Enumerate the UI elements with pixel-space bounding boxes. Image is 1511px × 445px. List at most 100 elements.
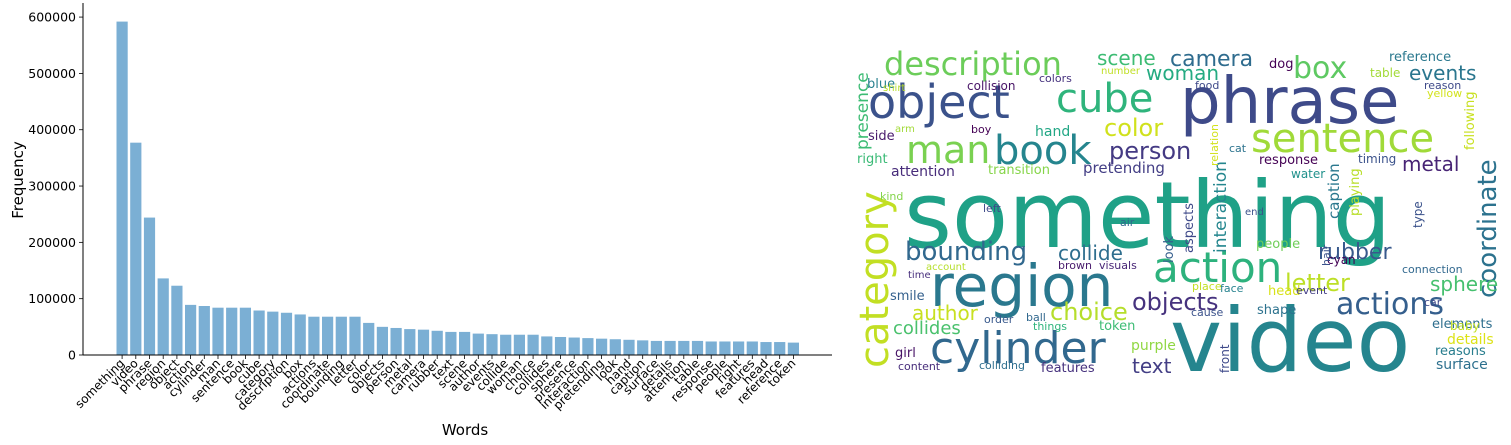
- bar-object: [171, 285, 183, 355]
- cloud-word-camera: camera: [1170, 47, 1253, 72]
- cloud-word-woman: woman: [1146, 61, 1219, 85]
- cloud-word-description: description: [884, 45, 1062, 83]
- bar-pretending: [596, 338, 608, 355]
- bar-chart: 0 100000 200000 300000 400000 500000 600000 so…: [9, 3, 832, 439]
- bar-table: [691, 340, 704, 355]
- cloud-word-food: food: [1195, 79, 1219, 92]
- cloud-word-ball: ball: [1026, 311, 1046, 324]
- cloud-word-object: object: [868, 75, 1010, 129]
- bar-metal: [404, 329, 416, 355]
- y-axis-ticks: 0 100000 200000 300000 400000 500000 600000: [28, 10, 83, 363]
- bar-actions: [308, 316, 320, 355]
- cloud-word-man: man: [906, 128, 990, 172]
- cloud-word-caption: caption: [1325, 163, 1343, 219]
- bar-series: [116, 21, 799, 355]
- cloud-word-text: text: [1132, 354, 1172, 378]
- cloud-word-collide: collide: [1058, 241, 1123, 265]
- bar-rubber: [431, 330, 443, 355]
- bar-attention: [678, 340, 690, 355]
- cloud-word-visuals: visuals: [1099, 259, 1137, 272]
- cloud-word-letter: letter: [1285, 269, 1350, 297]
- cloud-word-elements: elements: [1432, 317, 1493, 332]
- cloud-word-objects: objects: [1132, 288, 1218, 316]
- bar-interaction: [582, 338, 594, 355]
- cloud-word-face: face: [1220, 282, 1244, 295]
- cloud-word-relation: relation: [1208, 124, 1221, 166]
- cloud-word-head: head: [1268, 284, 1300, 299]
- bar-coordinate: [322, 316, 334, 355]
- bar-sphere: [554, 336, 567, 355]
- bar-details: [664, 340, 676, 355]
- y-tick-label: 500000: [28, 66, 76, 81]
- cloud-word-type: type: [1411, 201, 1425, 228]
- cloud-word-blue: blue: [867, 77, 895, 92]
- bar-people: [719, 341, 731, 355]
- cloud-word-event: event: [1296, 284, 1328, 297]
- bar-woman: [513, 334, 525, 355]
- cloud-word-sphere: sphere: [1430, 272, 1498, 296]
- bar-events: [486, 334, 498, 355]
- bar-look: [609, 339, 621, 355]
- cloud-word-timing: timing: [1358, 152, 1396, 166]
- cloud-word-cause: cause: [1191, 306, 1223, 319]
- bar-book: [239, 307, 251, 355]
- cloud-word-brown: brown: [1058, 259, 1092, 272]
- x-axis-ticks: somethingvideophraseregionobjectactioncy…: [72, 355, 799, 413]
- cloud-word-coordinate: coordinate: [1473, 159, 1503, 298]
- cloud-word-smile: smile: [890, 289, 925, 304]
- bar-description: [280, 312, 293, 355]
- bar-cube: [253, 310, 265, 355]
- bar-caption: [637, 340, 649, 355]
- cloud-word-video: video: [1170, 289, 1410, 383]
- bar-presence: [568, 337, 580, 355]
- bar-region: [157, 278, 169, 355]
- cloud-word-cat: cat: [1229, 142, 1247, 155]
- bar-category: [267, 311, 279, 355]
- cloud-word-water: water: [1291, 167, 1325, 181]
- y-axis-label: Frequency: [9, 141, 27, 219]
- cloud-word-boy: boy: [971, 123, 992, 136]
- bar-cylinder: [198, 306, 210, 355]
- cloud-word-collision: collision: [967, 79, 1015, 93]
- y-tick-label: 600000: [28, 10, 76, 25]
- cloud-word-car: car: [1424, 296, 1442, 309]
- cloud-word-playing: playing: [1348, 168, 1363, 216]
- cloud-word-account: account: [926, 262, 966, 273]
- cloud-word-reasons: reasons: [1435, 344, 1486, 359]
- cloud-word-features: features: [1041, 361, 1095, 376]
- cloud-word-left: left: [983, 202, 1002, 215]
- cloud-word-response: response: [1259, 153, 1318, 168]
- cloud-word-phrase: phrase: [1180, 65, 1399, 139]
- cloud-word-dog: dog: [1269, 57, 1293, 72]
- cloud-word-things: things: [1033, 320, 1067, 333]
- cloud-word-rubber: rubber: [1318, 240, 1392, 265]
- cloud-word-presence: presence: [853, 72, 873, 150]
- cloud-word-pretending: pretending: [1083, 159, 1165, 177]
- bar-reference: [774, 342, 786, 355]
- y-tick-label: 100000: [28, 291, 76, 306]
- cloud-word-purple: purple: [1131, 338, 1176, 354]
- cloud-word-attention: attention: [891, 164, 955, 180]
- cloud-word-surface: surface: [1436, 357, 1488, 373]
- bar-bounding: [335, 316, 347, 355]
- cloud-word-author: author: [912, 301, 979, 325]
- cloud-word-events: events: [1409, 61, 1476, 85]
- cloud-word-book: book: [994, 128, 1092, 174]
- cloud-word-token: token: [1099, 319, 1135, 334]
- cloud-word-yellow: yellow: [1427, 87, 1462, 100]
- cloud-word-reason: reason: [1424, 79, 1461, 92]
- cloud-word-content: content: [898, 360, 941, 373]
- cloud-word-shape: shape: [1257, 303, 1296, 318]
- bar-hand: [623, 339, 635, 355]
- cloud-word-person: person: [1109, 137, 1191, 165]
- cloud-word-region: region: [930, 252, 1113, 320]
- cloud-word-front: front: [1218, 344, 1232, 373]
- cloud-word-something: something: [904, 162, 1391, 269]
- cloud-word-arm: arm: [895, 124, 915, 135]
- bar-text: [445, 331, 457, 355]
- bar-action: [185, 304, 197, 355]
- cloud-word-scene: scene: [1097, 46, 1156, 70]
- y-tick-label: 200000: [28, 235, 76, 250]
- bar-video: [130, 142, 142, 355]
- cloud-word-bounding: bounding: [905, 237, 1027, 267]
